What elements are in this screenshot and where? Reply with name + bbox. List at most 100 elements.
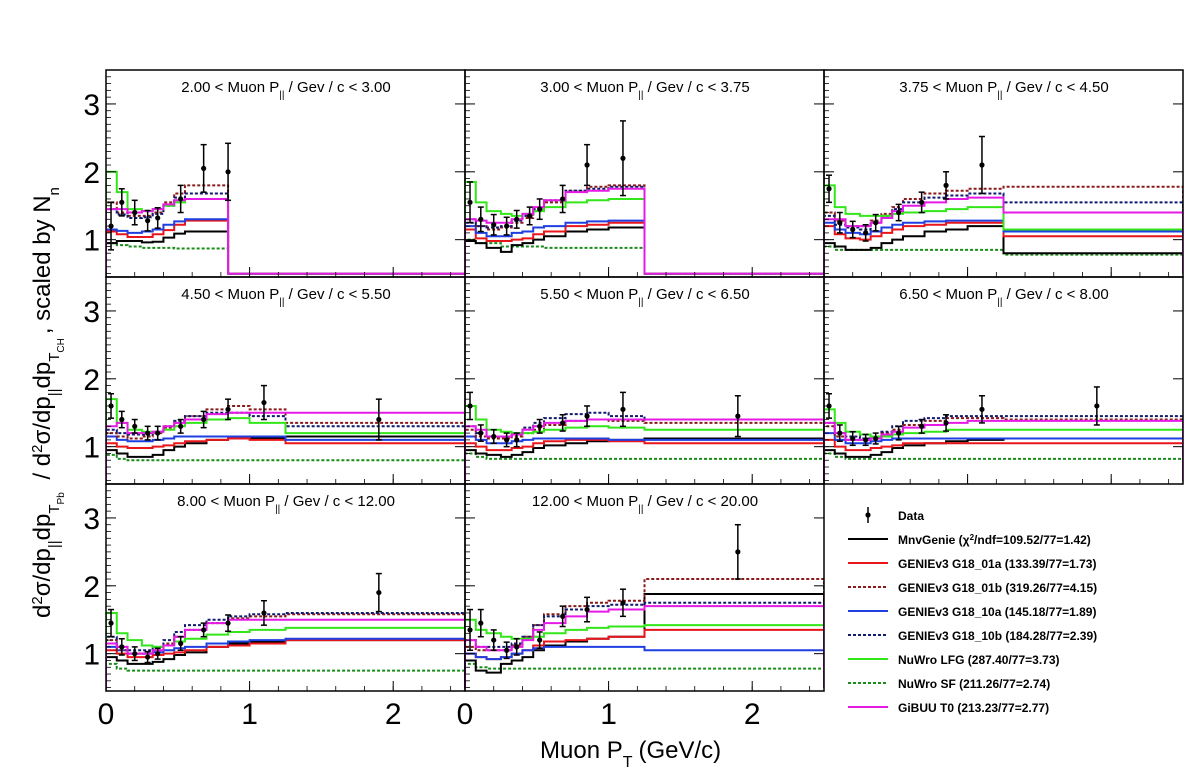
data-point	[850, 435, 856, 442]
legend-item-gibuu: GiBUU T0 (213.23/77=2.77)	[848, 701, 1049, 715]
data-point	[108, 620, 114, 626]
data-point	[560, 196, 566, 202]
legend-label: GENIEv3 G18_10b (184.28/77=2.39)	[898, 629, 1097, 643]
data-point	[620, 155, 626, 161]
data-point	[826, 403, 832, 409]
legend-label: Data	[898, 509, 924, 523]
panel-4-curves	[106, 384, 465, 484]
data-point	[108, 223, 114, 229]
data-point	[896, 430, 902, 436]
data-point	[979, 406, 985, 412]
legend-item-g18_10a: GENIEv3 G18_10a (145.18/77=1.89)	[848, 605, 1096, 619]
data-point	[132, 651, 138, 657]
series-line-lfg-panel-5	[465, 404, 824, 484]
data-point	[943, 182, 949, 188]
data-point	[514, 644, 520, 650]
series-line-sf-panel-1	[106, 242, 465, 277]
data-point	[201, 627, 207, 633]
data-point	[537, 206, 543, 212]
data-point	[201, 165, 207, 172]
series-line-gibuu-panel-8	[465, 605, 824, 691]
y-tick-label: 1	[83, 432, 100, 465]
panel-title: 5.50 < Muon P|| / Gev / c < 6.50	[540, 286, 750, 308]
data-point	[491, 222, 497, 228]
data-point	[584, 162, 590, 168]
data-point	[514, 437, 520, 443]
legend-item-sf: NuWro SF (211.26/77=2.74)	[848, 677, 1050, 691]
legend-label: MnvGenie (χ2/ndf=109.52/77=1.42)	[898, 533, 1091, 548]
series-line-g18_10a-panel-5	[465, 435, 824, 484]
data-point	[826, 186, 832, 192]
data-point	[850, 226, 856, 233]
x-axis-label: Muon PT (GeV/c)	[540, 737, 721, 771]
data-point	[108, 403, 114, 409]
series-line-g18_10b-panel-6	[824, 415, 1183, 484]
data-point	[919, 423, 925, 429]
panel-4: 1 2 3 4.50 < Muon P|| / Gev / c < 5.50	[83, 276, 466, 485]
panel-1-curves	[106, 142, 465, 277]
panel-8: 0 1 2 12.00 < Muon P|| / Gev / c < 20.00	[457, 483, 825, 731]
data-point	[261, 399, 267, 406]
data-point	[504, 647, 510, 653]
series-line-g18_01b-panel-3	[824, 185, 1183, 277]
legend-label: GENIEv3 G18_10a (145.18/77=1.89)	[898, 605, 1096, 619]
data-point	[178, 196, 184, 202]
panel-3-data-points	[826, 135, 985, 242]
data-point	[873, 435, 879, 442]
series-line-sf-panel-8	[465, 662, 824, 691]
series-line-g18_01b-panel-1	[106, 184, 465, 277]
legend-label: NuWro SF (211.26/77=2.74)	[898, 677, 1050, 691]
panel-5: 5.50 < Muon P|| / Gev / c < 6.50	[464, 276, 825, 485]
legend-label: GENIEv3 G18_01a (133.39/77=1.73)	[898, 557, 1096, 571]
panel-3: 3.75 < Muon P|| / Gev / c < 4.50	[823, 69, 1184, 278]
panel-3-curves	[824, 135, 1183, 277]
series-line-sf-panel-5	[465, 452, 824, 484]
x-tick-label: 0	[98, 698, 115, 731]
data-point	[620, 600, 626, 606]
series-line-mnvgenie-panel-2	[465, 226, 824, 277]
series-line-lfg-panel-1	[106, 170, 465, 277]
series-line-gibuu-panel-1	[106, 197, 465, 277]
data-point	[155, 215, 161, 221]
series-line-g18_10a-panel-1	[106, 218, 465, 277]
axis-labels: Muon PT (GeV/c) d2σ/dp||dpTPb / d2σ/dp||d…	[29, 187, 722, 770]
data-point	[261, 610, 267, 616]
data-point	[178, 423, 184, 429]
data-point	[145, 218, 151, 224]
data-point	[119, 416, 125, 423]
data-point	[119, 644, 125, 650]
panel-title: 4.50 < Muon P|| / Gev / c < 5.50	[181, 286, 391, 308]
panel-frame	[464, 276, 825, 485]
series-line-g18_10a-panel-8	[465, 645, 824, 691]
panel-title: 12.00 < Muon P|| / Gev / c < 20.00	[532, 493, 758, 515]
series-line-sf-panel-4	[106, 453, 465, 484]
series-line-lfg-panel-6	[824, 408, 1183, 484]
series-line-gibuu-panel-4	[106, 411, 465, 484]
series-line-mnvgenie-panel-3	[824, 225, 1183, 277]
x-tick-label: 2	[385, 698, 402, 731]
data-point	[491, 433, 497, 440]
panel-6-data-points	[826, 386, 1100, 447]
data-point	[896, 209, 902, 216]
data-point	[467, 403, 473, 409]
series-line-gibuu-panel-2	[465, 187, 824, 277]
panel-8-data-points	[467, 523, 741, 660]
panel-2: 3.00 < Muon P|| / Gev / c < 3.75	[464, 69, 825, 278]
series-line-mnvgenie-panel-1	[106, 230, 465, 277]
data-point	[620, 406, 626, 412]
data-point	[225, 406, 231, 412]
panel-1-data-points	[108, 142, 232, 251]
data-point	[979, 162, 985, 168]
series-line-g18_10a-panel-4	[106, 435, 465, 484]
panel-frame	[823, 276, 1184, 485]
panel-2-curves	[465, 120, 824, 277]
x-tick-label: 2	[744, 698, 761, 731]
panel-title: 8.00 < Muon P|| / Gev / c < 12.00	[177, 493, 395, 515]
panel-frame	[105, 69, 466, 278]
legend-label: NuWro LFG (287.40/77=3.73)	[898, 653, 1060, 667]
data-point	[478, 216, 484, 222]
y-axis-label: d2σ/dp||dpTPb / d2σ/dp||dpTCH, scaled by…	[29, 187, 68, 618]
panel-2-data-points	[467, 120, 626, 236]
series-line-g18_01b-panel-8	[465, 578, 824, 691]
